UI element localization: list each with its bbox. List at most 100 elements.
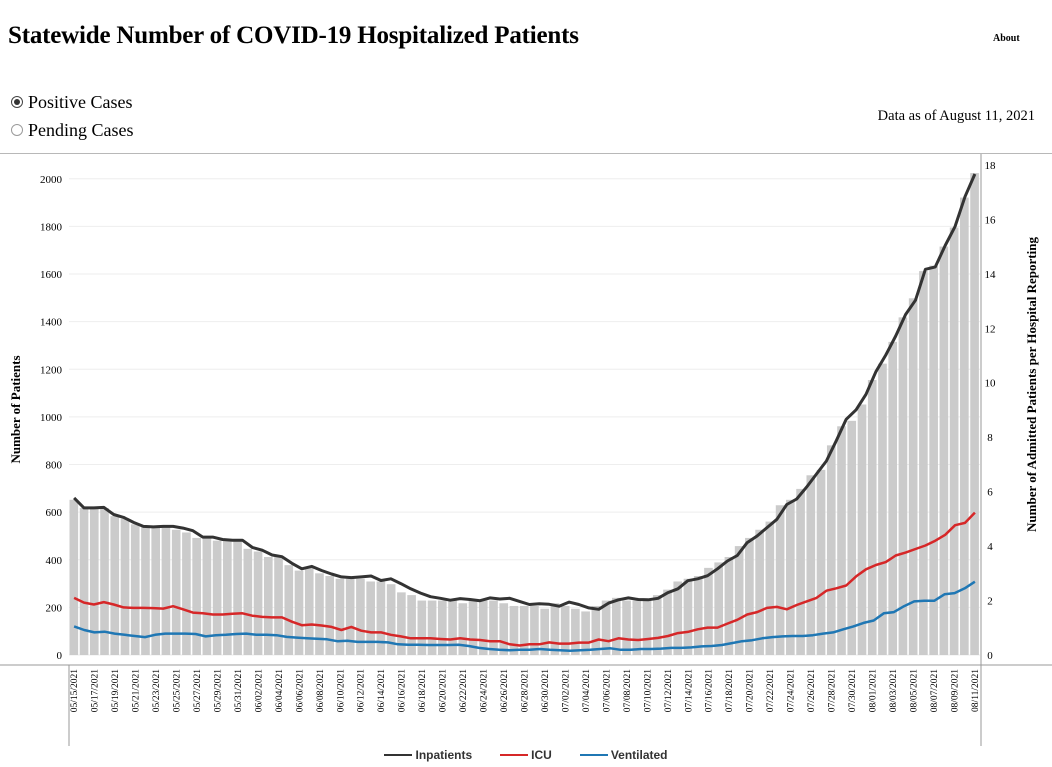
bar [509, 605, 519, 655]
y2-axis-ticks: 0 2 4 6 8 10 12 14 16 18 [985, 160, 997, 662]
bar [304, 567, 314, 655]
y-tick-label: 1000 [40, 412, 63, 424]
bar [745, 537, 754, 655]
bar [335, 578, 345, 655]
y2-tick-label: 6 [987, 487, 993, 499]
y-tick-label: 600 [46, 507, 63, 519]
x-tick-label: 06/02/2021 [254, 669, 264, 713]
bar [632, 600, 642, 655]
bar [468, 600, 478, 655]
bar [171, 529, 181, 655]
bar [202, 537, 212, 655]
bar [489, 600, 498, 655]
bar [939, 246, 949, 655]
radio-label-pending: Pending Cases [28, 119, 134, 140]
x-axis-ticks: 05/15/2021 05/17/2021 05/19/2021 05/21/2021… [70, 669, 981, 713]
bar [908, 298, 918, 655]
radio-pending-cases[interactable]: Pending Cases [11, 116, 134, 144]
bar [796, 488, 805, 655]
bar [519, 605, 529, 655]
bar [949, 227, 959, 655]
x-tick-label: 07/04/2021 [582, 669, 592, 713]
y2-tick-label: 2 [987, 596, 993, 608]
bar [571, 608, 580, 655]
bar [110, 516, 120, 655]
bar [786, 499, 795, 655]
bar [141, 527, 150, 655]
radio-label-positive: Positive Cases [28, 91, 133, 112]
radio-positive-cases[interactable]: Positive Cases [11, 88, 134, 116]
bar [376, 581, 386, 655]
x-tick-label: 07/18/2021 [725, 669, 735, 713]
bar [765, 521, 775, 655]
bar [79, 507, 89, 655]
bar [898, 317, 908, 655]
bar [407, 595, 416, 655]
header-divider [0, 153, 1052, 154]
about-link[interactable]: About [993, 33, 1020, 44]
y-tick-label: 1400 [40, 317, 63, 329]
bar [929, 265, 938, 655]
bar [857, 404, 867, 655]
x-tick-label: 05/27/2021 [193, 669, 203, 713]
x-tick-label: 06/20/2021 [439, 669, 449, 713]
x-tick-label: 07/30/2021 [848, 669, 858, 713]
bar [683, 578, 693, 655]
x-tick-label: 08/07/2021 [930, 669, 940, 713]
bar [591, 605, 601, 655]
admitted-per-hospital-bars [69, 173, 979, 655]
bar [919, 271, 928, 655]
legend-label-ventilated: Ventilated [610, 748, 668, 762]
x-tick-label: 08/05/2021 [910, 669, 920, 713]
bar [550, 603, 560, 655]
data-as-of-timestamp: Data as of August 11, 2021 [877, 108, 1035, 124]
bar [499, 603, 509, 655]
bar [734, 546, 744, 655]
bar [642, 600, 652, 655]
y2-axis-label: Number of Admitted Patients per Hospital… [1024, 237, 1039, 532]
bar [89, 507, 99, 655]
x-tick-label: 05/17/2021 [91, 669, 101, 713]
y2-tick-label: 10 [985, 378, 997, 390]
bar [775, 505, 785, 655]
legend-item-ventilated[interactable]: Ventilated [579, 748, 668, 762]
y-tick-label: 200 [46, 602, 63, 614]
bar [837, 426, 846, 655]
bar [437, 600, 447, 655]
y-axis-label: Number of Patients [8, 355, 23, 463]
x-tick-label: 05/23/2021 [152, 669, 162, 713]
bar [478, 600, 488, 655]
bar [540, 608, 549, 655]
x-tick-label: 05/21/2021 [132, 669, 142, 713]
bar [386, 584, 396, 655]
bar [284, 565, 294, 655]
x-tick-label: 08/09/2021 [950, 669, 960, 713]
x-tick-label: 07/16/2021 [705, 669, 715, 713]
x-tick-label: 07/06/2021 [602, 669, 612, 713]
hospitalization-chart: Number of Patients Number of Admitted Pa… [0, 154, 1052, 746]
bar [581, 611, 590, 655]
bar [294, 570, 304, 655]
x-tick-label: 07/20/2021 [746, 669, 756, 713]
bar [714, 562, 724, 655]
x-tick-label: 08/01/2021 [869, 669, 879, 713]
legend-item-inpatients[interactable]: Inpatients [384, 748, 472, 762]
x-tick-label: 07/26/2021 [807, 669, 817, 713]
radio-button-unchecked-icon[interactable] [11, 124, 23, 136]
bar [274, 556, 283, 655]
radio-button-checked-icon[interactable] [11, 96, 23, 108]
legend-item-icu[interactable]: ICU [500, 748, 552, 762]
bar [530, 605, 539, 655]
bar [233, 540, 242, 655]
x-tick-label: 07/08/2021 [623, 669, 633, 713]
x-tick-label: 06/06/2021 [295, 669, 305, 713]
y2-tick-label: 8 [987, 432, 993, 444]
bar [315, 573, 324, 655]
chart-legend: Inpatients ICU Ventilated [0, 748, 1052, 762]
bar [601, 600, 611, 655]
x-tick-label: 06/18/2021 [418, 669, 428, 713]
bar [356, 578, 365, 655]
inpatients-line [73, 173, 977, 611]
x-tick-label: 08/11/2021 [971, 669, 981, 712]
bar [724, 556, 734, 655]
